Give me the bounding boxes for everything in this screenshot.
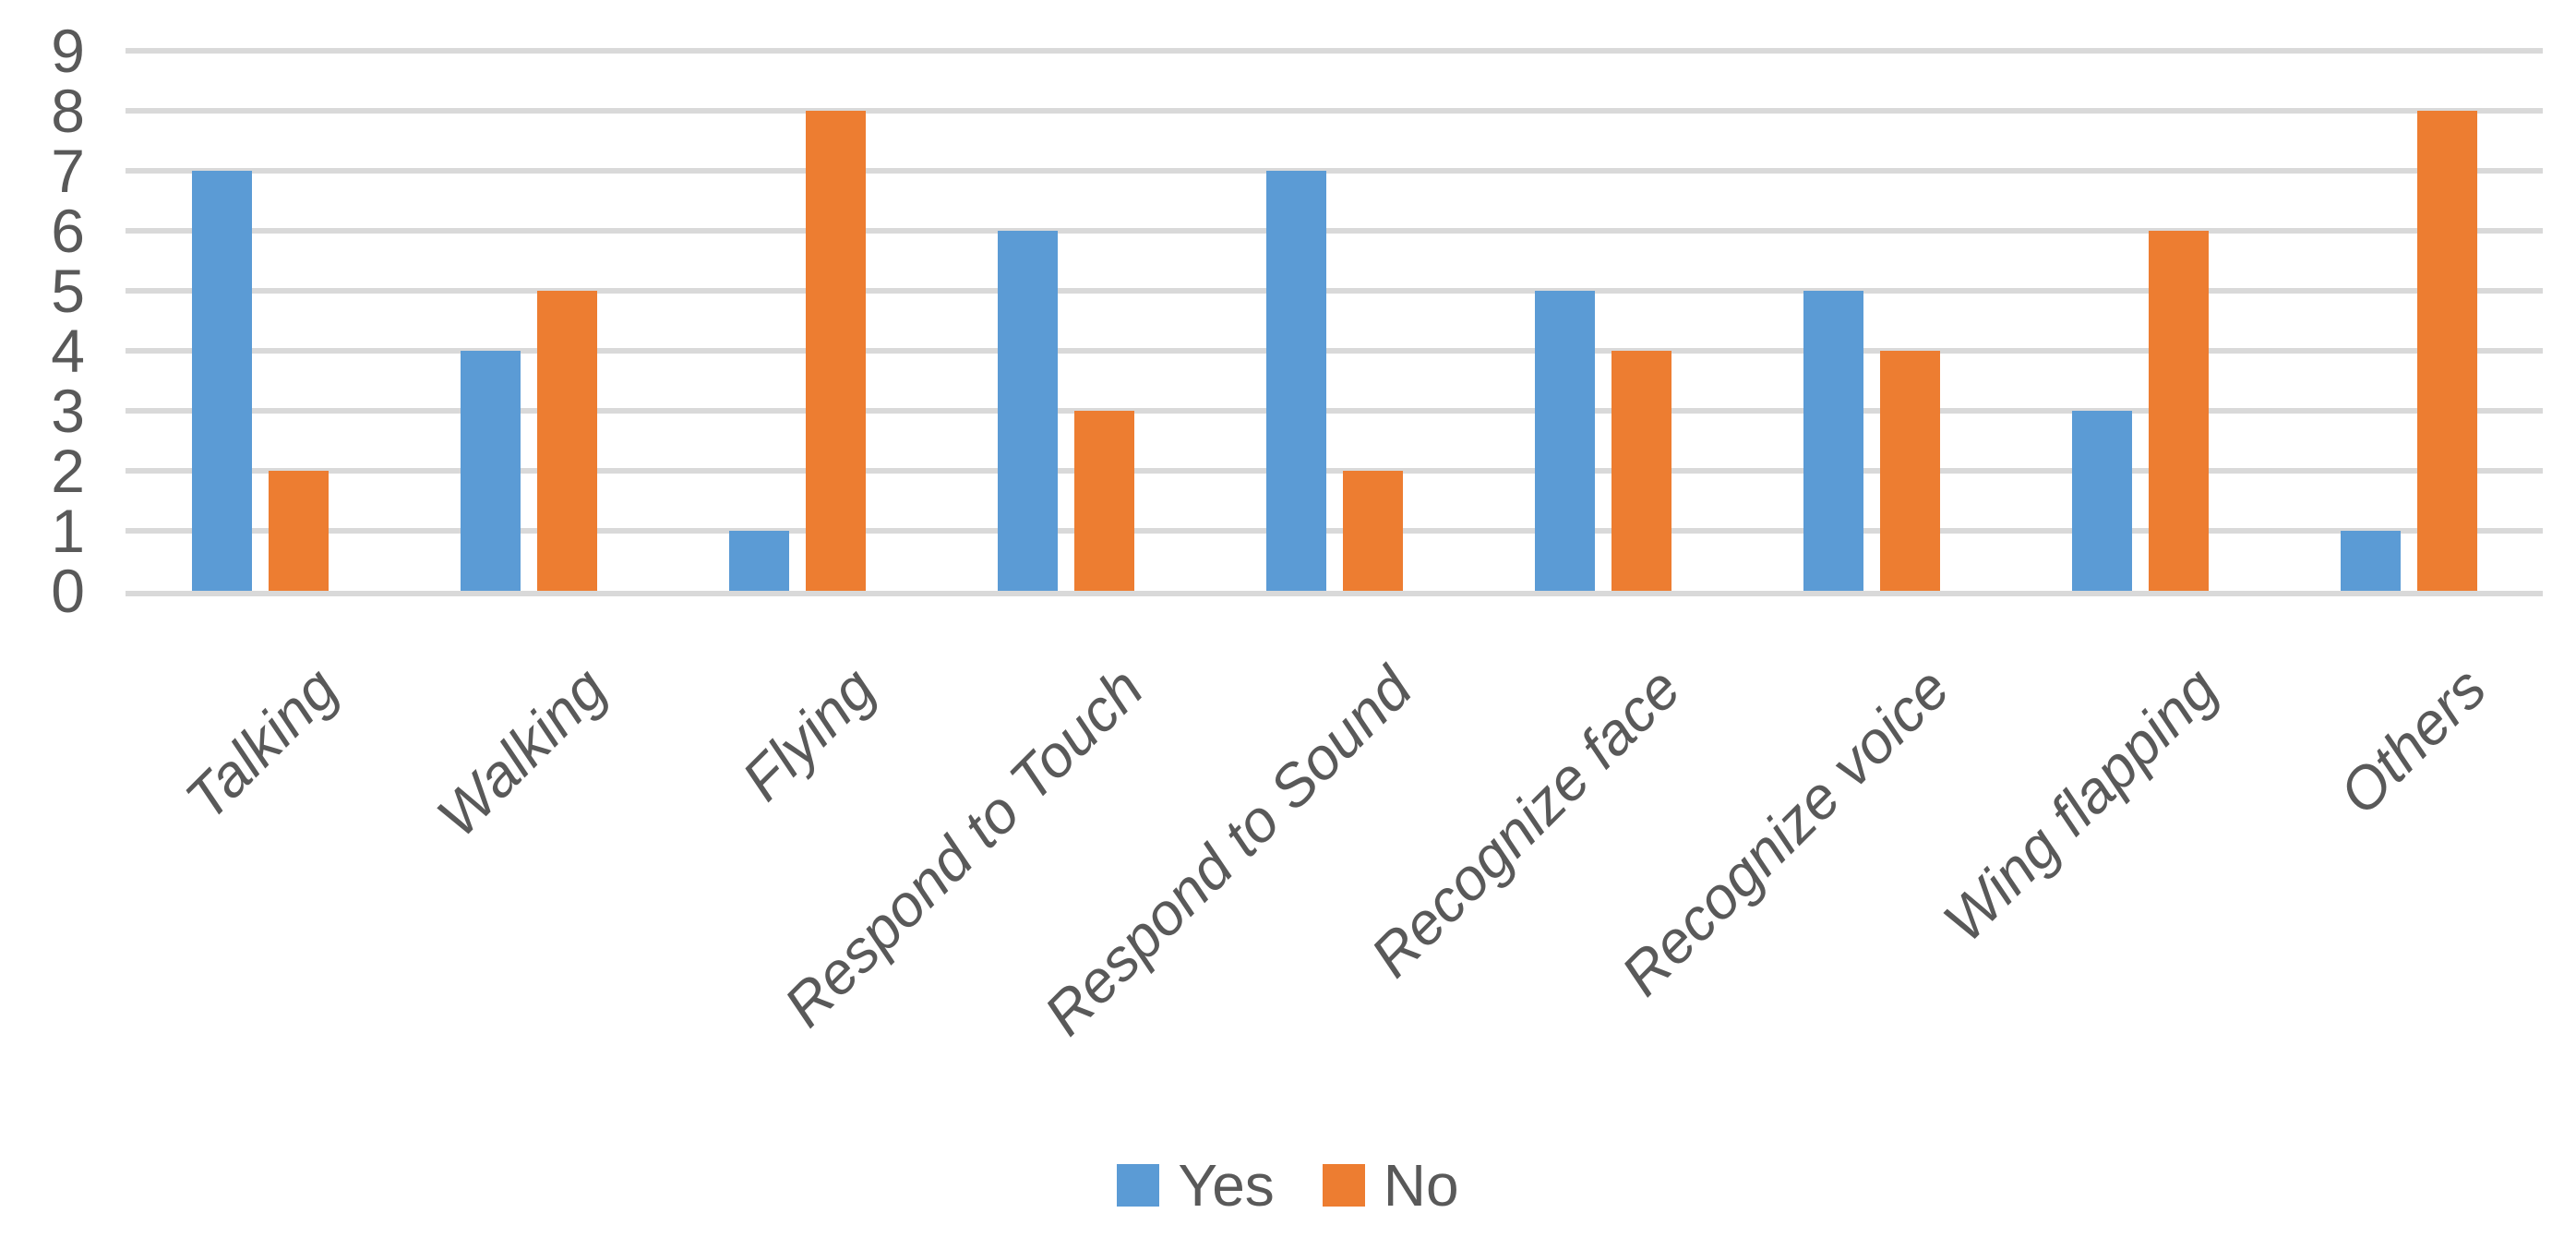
legend-label-no: No	[1383, 1152, 1459, 1219]
legend-item-yes: Yes	[1117, 1152, 1275, 1219]
x-axis-label-walking: Walking	[424, 655, 619, 850]
x-axis-label-wing-flapping: Wing flapping	[1930, 655, 2231, 955]
bar-yes-walking	[460, 351, 521, 591]
bar-no-respond-to-touch	[1073, 411, 1134, 591]
bar-yes-talking	[191, 171, 252, 591]
gridline-7	[126, 168, 2543, 174]
y-axis-tick-4: 4	[51, 317, 85, 385]
bar-no-others	[2416, 111, 2477, 591]
y-axis-tick-3: 3	[51, 377, 85, 445]
y-axis-tick-1: 1	[51, 497, 85, 565]
bar-no-respond-to-sound	[1342, 471, 1403, 591]
y-axis-tick-2: 2	[51, 437, 85, 505]
bar-no-wing-flapping	[2148, 231, 2209, 591]
x-axis-label-talking: Talking	[172, 655, 351, 833]
legend-label-yes: Yes	[1178, 1152, 1275, 1219]
bar-no-flying	[805, 111, 866, 591]
bar-yes-respond-to-touch	[997, 231, 1058, 591]
legend-item-no: No	[1322, 1152, 1459, 1219]
x-axis-label-flying: Flying	[728, 655, 888, 813]
bar-yes-respond-to-sound	[1265, 171, 1326, 591]
gridline-2	[126, 468, 2543, 474]
gridline-3	[126, 408, 2543, 414]
bar-no-recognize-voice	[1879, 351, 1940, 591]
gridline-1	[126, 528, 2543, 534]
gridline-4	[126, 348, 2543, 354]
bar-no-talking	[268, 471, 329, 591]
y-axis-tick-6: 6	[51, 197, 85, 265]
x-axis-label-others: Others	[2326, 655, 2499, 827]
y-axis-tick-5: 5	[51, 257, 85, 325]
y-axis-tick-7: 7	[51, 137, 85, 205]
bar-yes-others	[2340, 531, 2401, 591]
legend: Yes No	[0, 1152, 2576, 1219]
gridline-8	[126, 108, 2543, 114]
bar-yes-wing-flapping	[2071, 411, 2132, 591]
gridline-0	[126, 591, 2543, 596]
y-axis-tick-8: 8	[51, 77, 85, 145]
gridline-5	[126, 288, 2543, 294]
legend-swatch-yes	[1117, 1164, 1160, 1207]
gridline-6	[126, 228, 2543, 234]
legend-swatch-no	[1322, 1164, 1365, 1207]
bar-yes-flying	[728, 531, 789, 591]
bar-yes-recognize-face	[1534, 291, 1595, 591]
y-axis-tick-0: 0	[51, 557, 85, 625]
gridline-9	[126, 48, 2543, 54]
bar-yes-recognize-voice	[1803, 291, 1863, 591]
bar-no-walking	[536, 291, 597, 591]
bar-no-recognize-face	[1611, 351, 1671, 591]
y-axis-tick-9: 9	[51, 17, 85, 85]
